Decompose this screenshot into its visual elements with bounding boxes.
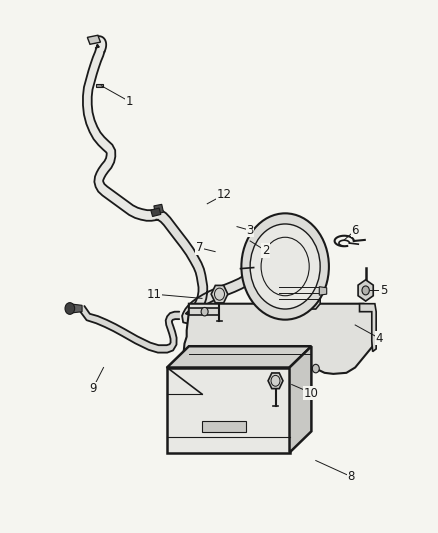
- Polygon shape: [69, 304, 82, 313]
- Text: 9: 9: [88, 382, 96, 395]
- Polygon shape: [183, 304, 372, 374]
- Polygon shape: [268, 373, 283, 389]
- Polygon shape: [166, 368, 289, 453]
- Polygon shape: [87, 35, 100, 44]
- Polygon shape: [276, 278, 319, 309]
- Circle shape: [361, 286, 368, 295]
- Polygon shape: [357, 280, 372, 301]
- Text: 12: 12: [216, 188, 231, 201]
- Polygon shape: [188, 308, 219, 316]
- Polygon shape: [318, 287, 326, 295]
- Polygon shape: [166, 346, 311, 368]
- Text: 6: 6: [350, 224, 358, 237]
- Polygon shape: [211, 285, 227, 303]
- Polygon shape: [83, 48, 158, 221]
- Text: 5: 5: [379, 284, 386, 297]
- Circle shape: [201, 308, 208, 316]
- Polygon shape: [201, 421, 245, 432]
- Text: 1: 1: [126, 95, 133, 108]
- Text: 7: 7: [196, 241, 203, 254]
- Polygon shape: [80, 306, 179, 353]
- Polygon shape: [96, 84, 103, 87]
- Polygon shape: [289, 346, 311, 453]
- Circle shape: [311, 365, 318, 373]
- Polygon shape: [156, 209, 262, 324]
- Polygon shape: [150, 208, 160, 216]
- Polygon shape: [92, 36, 106, 52]
- Circle shape: [255, 368, 262, 376]
- Polygon shape: [153, 204, 163, 214]
- Text: 4: 4: [374, 332, 382, 345]
- Text: 2: 2: [261, 244, 268, 257]
- Text: 8: 8: [346, 470, 353, 483]
- Text: 10: 10: [303, 386, 318, 400]
- Polygon shape: [359, 304, 375, 352]
- Circle shape: [241, 213, 328, 320]
- Circle shape: [250, 224, 319, 309]
- Text: 11: 11: [146, 288, 161, 301]
- Text: 3: 3: [246, 224, 253, 237]
- Circle shape: [65, 303, 74, 314]
